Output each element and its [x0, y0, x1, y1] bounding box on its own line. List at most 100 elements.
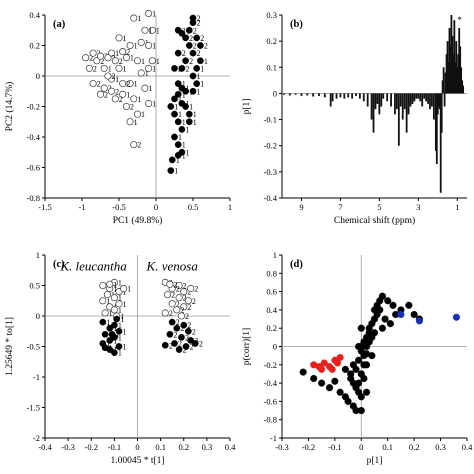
point-label: 1 — [148, 26, 152, 35]
point-label: 2 — [182, 26, 186, 35]
y-tick-label: 0 — [36, 311, 40, 321]
point-label: 2 — [194, 285, 198, 294]
filled-circle-point — [193, 65, 201, 72]
spectrum-bar — [335, 93, 338, 99]
spectrum-bar — [447, 62, 450, 94]
spectrum-bar — [372, 93, 375, 133]
spectrum-bar — [448, 28, 451, 94]
point-label: 2 — [183, 282, 187, 291]
y-tick-label: -0.1 — [264, 115, 277, 125]
filled-circle-point — [405, 301, 413, 309]
point-label: 1 — [118, 294, 122, 303]
point-label: 2 — [187, 321, 191, 330]
open-circle-point — [104, 54, 112, 62]
spectrum-bar — [407, 93, 410, 115]
filled-circle-point — [189, 87, 197, 95]
point-label: 1 — [109, 309, 113, 318]
point-label: 1 — [197, 87, 201, 96]
x-tick-label: 1 — [228, 202, 232, 212]
open-circle-point — [89, 80, 97, 88]
spectrum-bar — [423, 93, 426, 99]
filled-circle-point — [193, 80, 201, 87]
group-label: K. venosa — [146, 258, 199, 273]
open-circle-point — [130, 95, 138, 103]
filled-circle-point — [167, 167, 175, 174]
x-axis-label: p[1] — [367, 456, 383, 466]
y-axis-label: 1.25649 * to[1] — [5, 317, 15, 376]
annotation-asterisk: * — [457, 15, 462, 25]
spectrum-bar — [454, 62, 457, 94]
point-label: 1 — [118, 321, 122, 330]
point-label: 2 — [187, 303, 191, 312]
spectrum-bar — [347, 93, 350, 98]
point-label: 2 — [180, 306, 184, 315]
open-circle-point — [161, 309, 169, 317]
spectrum-bar — [432, 93, 435, 120]
open-circle-point — [119, 80, 127, 88]
x-tick-label: -0.3 — [275, 442, 288, 452]
spectrum-bar — [434, 93, 437, 151]
y-tick-label: 1 — [36, 250, 40, 260]
open-circle-point — [184, 297, 192, 305]
open-circle-point — [177, 312, 185, 320]
point-label: 2 — [197, 49, 201, 58]
x-tick-label: 0.3 — [202, 442, 213, 452]
filled-circle-point — [182, 103, 189, 110]
open-circle-point — [168, 300, 176, 308]
open-circle-point — [141, 26, 149, 34]
filled-circle-point — [178, 65, 186, 72]
point-label: 2 — [104, 90, 108, 99]
filled-circle-point — [174, 26, 182, 34]
point-label: 1 — [182, 151, 186, 160]
open-circle-point — [85, 64, 93, 72]
panel-c-score-plot: -0.4 -0.3 -0.2 -0.1 0 0.1 0.2 0.3 0.4 -2 -1.5 -1 -0.… — [5, 250, 236, 466]
open-circle-point — [180, 303, 188, 311]
x-tick-label: 0 — [154, 202, 158, 212]
y-tick-label: -0.8 — [27, 193, 40, 203]
filled-circle-point — [386, 320, 394, 328]
point-label: 1 — [123, 300, 127, 309]
point-label: 1 — [141, 110, 145, 119]
filled-circle-point — [178, 126, 186, 133]
point-label: 1 — [141, 57, 145, 66]
x-tick-label: 5 — [377, 202, 381, 212]
open-circle-point — [104, 72, 112, 80]
group-label: K. leucantha — [59, 258, 127, 273]
spectrum-bar — [453, 20, 456, 94]
point-label: 2 — [193, 42, 197, 51]
filled-circle-point — [180, 321, 188, 329]
x-axis-label: PC1 (49.8%) — [113, 215, 163, 226]
filled-circle-point — [378, 324, 386, 332]
filled-circle-point — [174, 49, 182, 57]
filled-circle-point — [320, 359, 328, 367]
spectrum-bar — [343, 93, 346, 99]
point-label: 1 — [148, 84, 152, 93]
spectrum-bar — [441, 80, 444, 94]
spectrum-bar — [382, 93, 385, 99]
point-label: 1 — [127, 285, 131, 294]
open-circle-point — [133, 57, 142, 65]
y-tick-label: -0.4 — [264, 378, 278, 388]
filled-circle-point — [347, 370, 355, 378]
open-circle-point — [145, 9, 153, 18]
point-label: 1 — [106, 297, 110, 306]
y-tick-label: -1.5 — [27, 403, 40, 413]
spectrum-bar — [395, 93, 398, 110]
spectrum-bar — [444, 72, 447, 94]
filled-circle-point — [168, 318, 176, 326]
x-tick-label: 7 — [338, 202, 342, 212]
spectrum-bar — [399, 93, 402, 107]
spectrum-bar — [397, 93, 400, 146]
open-circle-point — [141, 84, 149, 92]
spectrum-bar — [425, 93, 428, 102]
open-circle-point — [126, 118, 134, 126]
point-label: 2 — [185, 333, 189, 342]
spectrum-bar — [436, 93, 439, 115]
x-tick-label: -0.4 — [38, 442, 52, 452]
point-label: 2 — [119, 57, 123, 66]
spectrum-bar — [421, 93, 424, 107]
point-label: 1 — [176, 156, 180, 165]
open-circle-point — [133, 110, 142, 118]
spectrum-bar — [403, 93, 406, 110]
open-circle-point — [103, 291, 111, 299]
